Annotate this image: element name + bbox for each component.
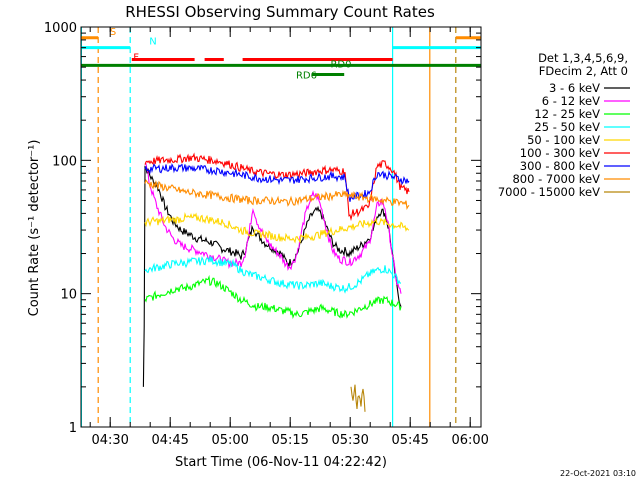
plot-clip-group [81,27,481,427]
axes: 1 10 100 1000 04:30 04:45 05:00 05:15 05:30 05:45… [44,21,489,448]
x-tick-label: 05:45 [391,433,428,448]
flag-label-rd6: RD6 [296,71,317,82]
flag-label-rd0: RD0 [330,59,351,70]
x-tick-label: 04:45 [151,433,188,448]
flag-label-f: F [133,53,139,64]
legend-entry-label: 300 - 800 keV [520,159,600,173]
chart-title: RHESSI Observing Summary Count Rates [125,3,435,21]
x-tick-label: 05:15 [271,433,308,448]
series-line-7000-15000kev [350,384,366,412]
generation-timestamp: 22-Oct-2021 03:10 [560,469,636,478]
x-tick-label: 05:00 [211,433,248,448]
y-tick-label: 100 [52,154,77,169]
legend: Det 1,3,4,5,6,9,FDecim 2, Att 0 3 - 6 keV… [498,51,630,199]
y-axis-label: Count Rate (s⁻¹ detector⁻¹) [27,140,42,317]
legend-entry-label: 3 - 6 keV [549,81,600,95]
flag-label-n: N [149,37,156,48]
legend-entry-label: 25 - 50 keV [534,120,600,134]
legend-entry-label: 50 - 100 keV [527,133,600,147]
x-tick-label: 06:00 [451,433,488,448]
x-tick-label: 05:30 [331,433,368,448]
legend-header-line: FDecim 2, Att 0 [539,64,628,78]
flag-label-s: S [110,27,116,38]
series-line-6-12kev [144,162,402,294]
x-axis-label: Start Time (06-Nov-11 04:22:42) [175,455,387,470]
legend-entry-label: 100 - 300 keV [520,146,600,160]
legend-entry-label: 7000 - 15000 keV [498,185,600,199]
series-line-12-25kev [144,274,402,320]
legend-entry-label: 12 - 25 keV [534,107,600,121]
series-line-100-300kev [144,152,410,222]
series-line-50-100kev [144,212,410,244]
series-line-3-6kev [142,165,402,387]
y-tick-label: 1 [69,421,77,436]
plot-frame [80,26,482,428]
x-tick-label: 04:30 [91,433,128,448]
y-tick-label: 1000 [44,21,77,36]
legend-entry-label: 800 - 7000 keV [512,172,600,186]
series-line-25-50kev [144,256,401,294]
series-line-300-800kev [144,162,410,202]
plot-area: S NF RD0 RD6 [81,27,481,427]
series-line-800-7000kev [144,179,410,211]
legend-entry-label: 6 - 12 keV [542,94,600,108]
y-tick-label: 10 [60,288,77,303]
legend-header-line: Det 1,3,4,5,6,9, [538,51,628,65]
